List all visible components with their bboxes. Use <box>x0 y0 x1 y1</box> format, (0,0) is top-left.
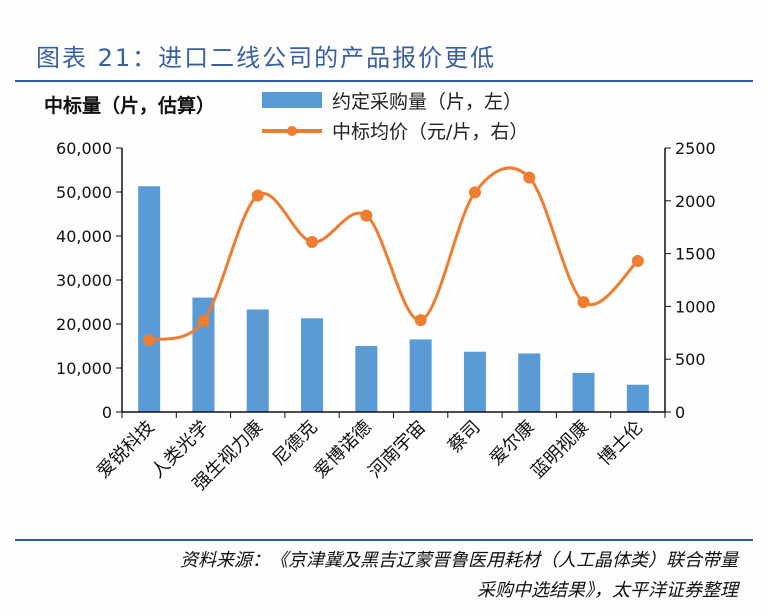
top-divider <box>15 80 753 82</box>
price-point-蓝明视康 <box>577 296 590 309</box>
bar-尼德克 <box>301 318 324 412</box>
legend-bar-label: 约定采购量（片，左） <box>332 91 522 113</box>
price-point-爱锐科技 <box>143 334 156 347</box>
bar-爱锐科技 <box>138 186 161 412</box>
bar-河南宇宙 <box>409 339 432 412</box>
category-label: 博士伦 <box>594 417 647 470</box>
legend-line-label: 中标均价（元/片，右） <box>332 121 528 143</box>
price-point-爱尔康 <box>523 171 536 184</box>
bottom-divider <box>15 539 753 541</box>
right-tick-label: 500 <box>675 350 706 369</box>
price-point-尼德克 <box>306 235 319 248</box>
bar-强生视力康 <box>246 309 269 412</box>
right-tick-label: 1000 <box>675 297 716 316</box>
bar-人类光学 <box>192 297 215 412</box>
price-point-强生视力康 <box>251 189 264 202</box>
right-tick-label: 1500 <box>675 245 716 264</box>
price-point-河南宇宙 <box>414 314 427 327</box>
category-label: 爱博诺德 <box>310 417 376 483</box>
y-axis-title: 中标量（片，估算） <box>44 94 215 117</box>
bar-蓝明视康 <box>572 372 595 412</box>
left-tick-label: 10,000 <box>56 359 112 378</box>
bar-博士伦 <box>626 384 649 412</box>
category-label: 爱尔康 <box>486 417 539 470</box>
category-label: 蔡司 <box>444 417 484 457</box>
legend-line-marker <box>287 126 297 136</box>
source-note-cont: 采购中选结果》，太平洋证券整理 <box>477 580 738 601</box>
category-label: 爱锐科技 <box>93 417 159 483</box>
bar-爱博诺德 <box>355 346 378 412</box>
left-tick-label: 20,000 <box>56 315 112 334</box>
left-tick-label: 50,000 <box>56 183 112 202</box>
price-point-博士伦 <box>631 254 644 267</box>
price-point-蔡司 <box>468 186 481 199</box>
left-tick-label: 60,000 <box>56 139 112 158</box>
price-point-爱博诺德 <box>360 209 373 222</box>
right-tick-label: 0 <box>675 403 685 422</box>
legend-bar-swatch <box>262 92 322 108</box>
category-label: 河南宇宙 <box>364 417 430 483</box>
bar-爱尔康 <box>518 353 541 412</box>
price-point-人类光学 <box>197 315 210 328</box>
figure-title: 图表 21：进口二线公司的产品报价更低 <box>36 44 497 72</box>
left-tick-label: 40,000 <box>56 227 112 246</box>
bar-蔡司 <box>463 351 486 412</box>
right-tick-label: 2000 <box>675 192 716 211</box>
price-line <box>148 166 639 342</box>
left-tick-label: 0 <box>102 403 112 422</box>
source-note: 资料来源：《京津冀及黑吉辽蒙晋鲁医用耗材（人工晶体类）联合带量 <box>180 550 738 571</box>
chart: 中标量（片，估算） 约定采购量（片，左） 中标均价（元/片，右） 0 10,000 20,… <box>44 91 716 495</box>
category-label: 蓝明视康 <box>527 417 593 483</box>
right-tick-label: 2500 <box>675 139 716 158</box>
left-tick-label: 30,000 <box>56 271 112 290</box>
category-label: 尼德克 <box>269 417 322 470</box>
